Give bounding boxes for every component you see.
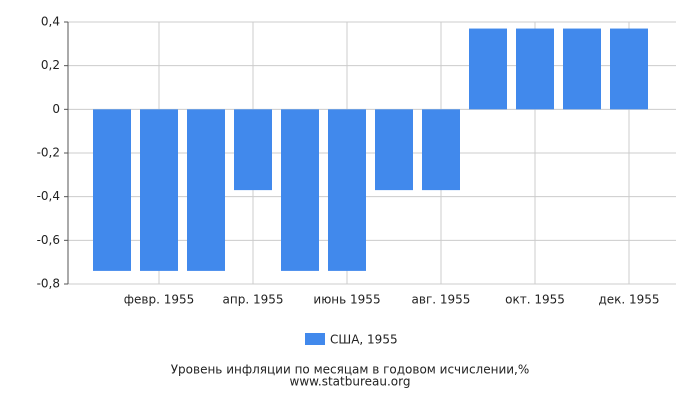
bar: [140, 109, 178, 271]
bar: [281, 109, 319, 271]
x-tick-label: дек. 1955: [598, 293, 659, 307]
y-tick-label: 0,4: [41, 15, 60, 29]
chart-title: Уровень инфляции по месяцам в годовом ис…: [171, 363, 530, 377]
bar: [610, 28, 648, 110]
bar: [563, 28, 601, 110]
legend-label: США, 1955: [330, 333, 398, 347]
y-tick-label: -0,8: [37, 277, 60, 291]
x-tick-label: авг. 1955: [412, 293, 471, 307]
x-tick-label: апр. 1955: [223, 293, 284, 307]
x-tick-label: окт. 1955: [505, 293, 565, 307]
y-tick-label: -0,2: [37, 146, 60, 160]
bar: [516, 28, 554, 110]
bar: [422, 109, 460, 191]
y-tick-label: 0,2: [41, 58, 60, 72]
bar: [93, 109, 131, 271]
bar: [234, 109, 272, 191]
x-tick-label: февр. 1955: [124, 293, 195, 307]
bar: [328, 109, 366, 271]
bar: [469, 28, 507, 110]
y-tick-label: 0: [52, 102, 60, 116]
legend-swatch: [305, 333, 325, 345]
y-tick-label: -0,4: [37, 189, 60, 203]
x-tick-label: июнь 1955: [313, 293, 380, 307]
bar: [375, 109, 413, 191]
bar: [187, 109, 225, 271]
y-tick-label: -0,6: [37, 233, 60, 247]
source: www.statbureau.org: [290, 375, 411, 389]
